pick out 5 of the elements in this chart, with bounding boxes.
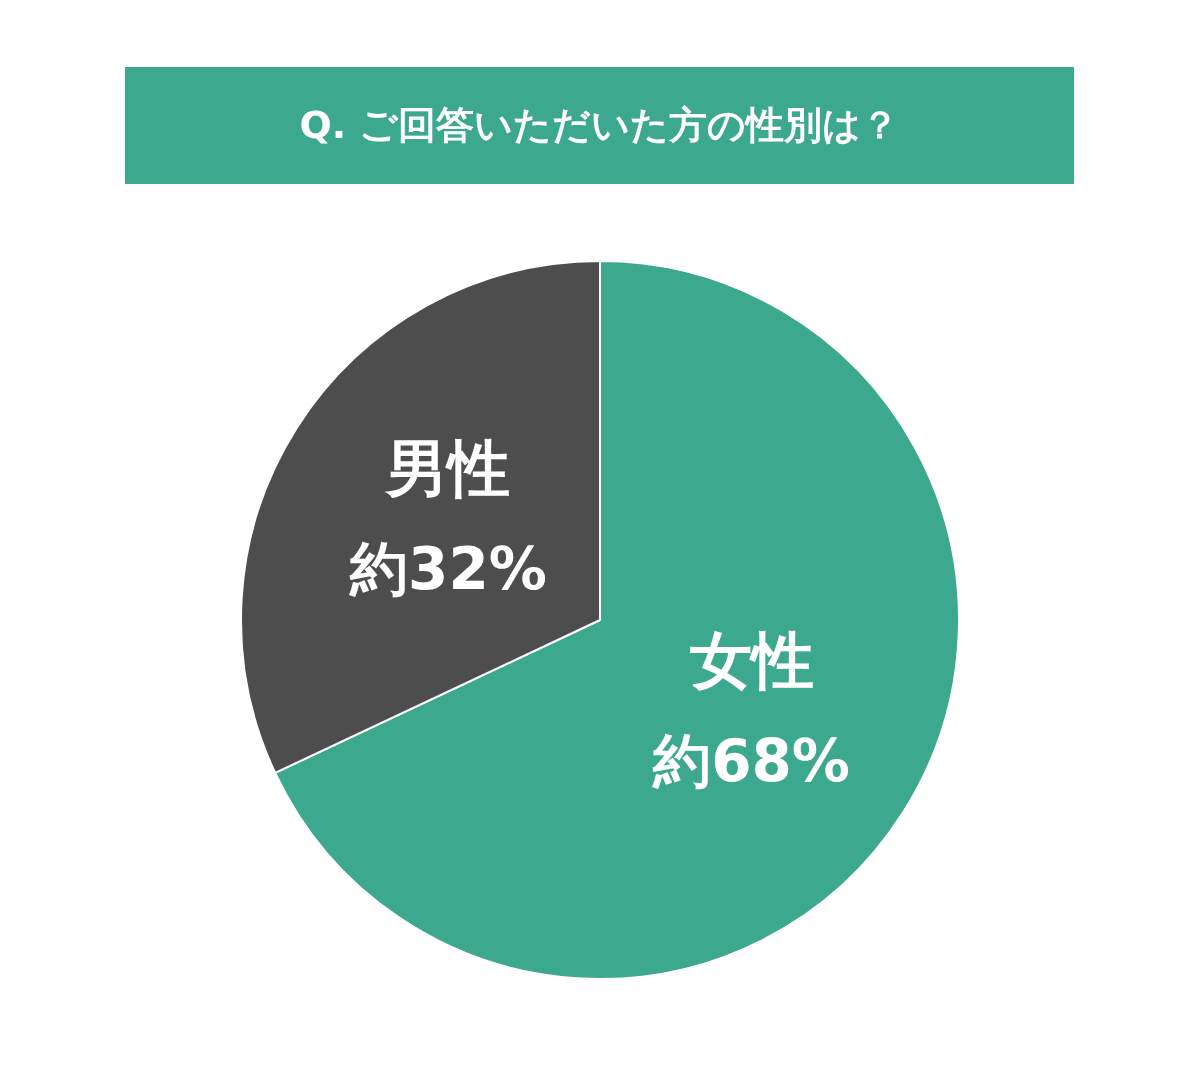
- chart-title: Q. ご回答いただいた方の性別は？: [125, 67, 1074, 184]
- slice-label: 女性: [689, 624, 814, 698]
- slice-label: 男性: [384, 431, 511, 505]
- data-label: 約32%: [349, 534, 547, 603]
- data-label: 約68%: [652, 727, 850, 796]
